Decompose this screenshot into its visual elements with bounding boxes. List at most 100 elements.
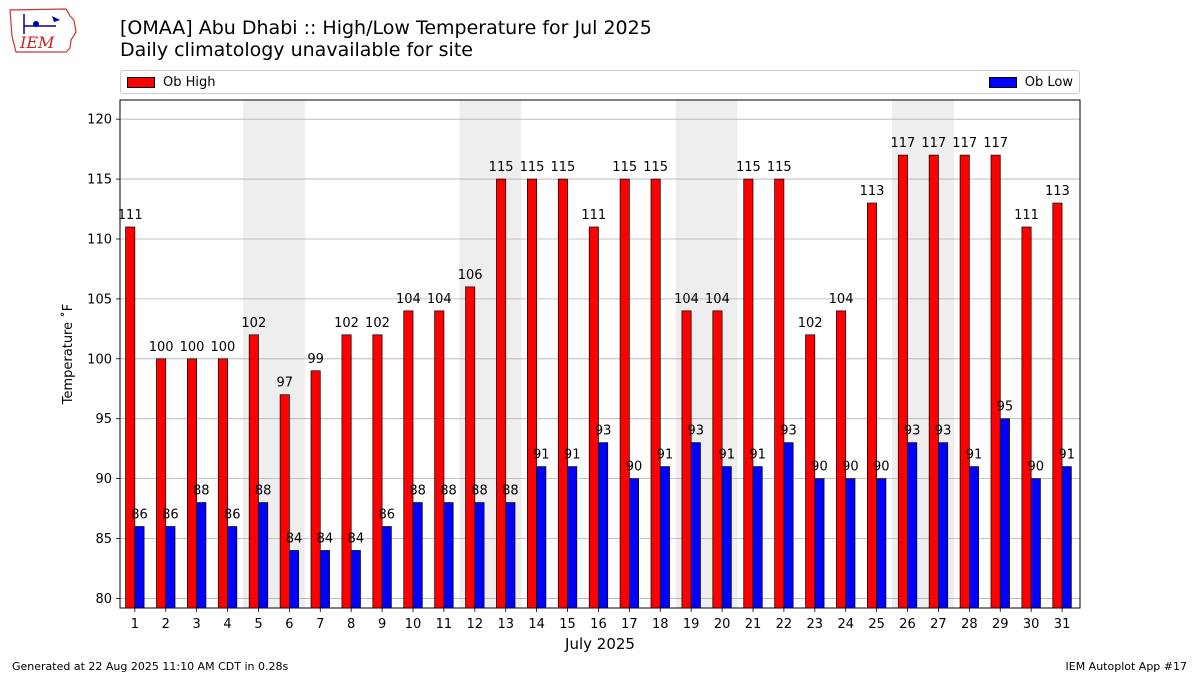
- bar-low: [845, 478, 856, 609]
- bar-low: [474, 502, 485, 609]
- y-tick-label: 115: [87, 173, 112, 188]
- bar-high: [465, 286, 476, 609]
- bar-low: [999, 418, 1010, 609]
- data-label-low: 91: [718, 448, 735, 463]
- data-label-high: 111: [118, 208, 143, 223]
- bar-low: [381, 526, 392, 609]
- data-label-high: 100: [149, 340, 174, 355]
- data-label-low: 90: [873, 460, 890, 475]
- data-label-high: 102: [241, 316, 266, 331]
- bar-low: [876, 478, 887, 609]
- data-label-low: 88: [471, 484, 488, 499]
- data-label-low: 91: [533, 448, 550, 463]
- data-label-high: 100: [211, 340, 236, 355]
- data-label-high: 104: [427, 292, 452, 307]
- data-label-high: 117: [921, 136, 946, 151]
- bar-low: [907, 442, 918, 609]
- x-tick-label: 31: [1054, 617, 1071, 632]
- data-label-high: 115: [643, 160, 668, 175]
- bar-low: [629, 478, 639, 609]
- bar-high: [619, 178, 630, 609]
- x-tick-label: 3: [193, 617, 201, 632]
- bar-high: [372, 334, 383, 609]
- data-label-low: 93: [595, 424, 612, 439]
- x-tick-label: 14: [528, 617, 545, 632]
- x-tick-label: 10: [405, 617, 422, 632]
- x-tick-label: 28: [961, 617, 978, 632]
- bar-low: [721, 466, 732, 609]
- y-tick-label: 80: [95, 592, 112, 607]
- bar-low: [196, 502, 207, 609]
- x-tick-label: 11: [436, 617, 453, 632]
- data-label-low: 88: [440, 484, 457, 499]
- x-tick-label: 6: [285, 617, 293, 632]
- x-axis-label: July 2025: [564, 635, 635, 653]
- bar-high: [217, 358, 228, 609]
- data-label-low: 93: [904, 424, 921, 439]
- bar-low: [505, 502, 516, 609]
- data-label-low: 93: [688, 424, 705, 439]
- bar-high: [125, 226, 136, 609]
- data-label-low: 86: [224, 508, 241, 523]
- x-tick-label: 5: [254, 617, 262, 632]
- bar-high: [959, 154, 970, 609]
- data-label-high: 104: [674, 292, 699, 307]
- data-label-low: 84: [286, 531, 303, 546]
- x-tick-label: 30: [1023, 617, 1040, 632]
- legend-item-low: Ob Low: [988, 75, 1073, 90]
- x-tick-label: 9: [378, 617, 386, 632]
- data-label-high: 113: [1045, 184, 1070, 199]
- bar-low: [783, 442, 794, 609]
- data-label-low: 90: [811, 460, 828, 475]
- bar-high: [650, 178, 661, 609]
- x-tick-label: 27: [930, 617, 947, 632]
- x-tick-label: 22: [776, 617, 793, 632]
- bar-high: [527, 178, 537, 609]
- bar-high: [588, 226, 599, 609]
- x-tick-label: 13: [497, 617, 514, 632]
- data-label-high: 113: [860, 184, 885, 199]
- x-tick-label: 18: [652, 617, 669, 632]
- bar-low: [938, 442, 949, 609]
- legend-label-low: Ob Low: [1024, 75, 1073, 90]
- data-label-high: 115: [736, 160, 761, 175]
- plot-frame: [119, 99, 1081, 609]
- x-tick-label: 1: [131, 617, 139, 632]
- bar-high: [743, 178, 754, 609]
- title-line-2: Daily climatology unavailable for site: [120, 39, 473, 61]
- bar-low: [968, 466, 979, 609]
- data-label-high: 106: [458, 268, 483, 283]
- data-label-low: 90: [626, 460, 643, 475]
- bar-high: [496, 178, 507, 609]
- bar-high: [248, 334, 259, 609]
- x-tick-label: 21: [745, 617, 762, 632]
- data-label-high: 104: [396, 292, 421, 307]
- data-label-high: 102: [334, 316, 359, 331]
- legend-swatch-high: [127, 77, 155, 88]
- bar-low: [1030, 478, 1041, 609]
- bar-low: [350, 550, 361, 609]
- x-tick-label: 17: [621, 617, 638, 632]
- bar-high: [279, 394, 290, 609]
- bar-high: [434, 310, 445, 609]
- y-tick-label: 90: [95, 472, 112, 487]
- data-label-high: 99: [307, 352, 324, 367]
- bar-low: [412, 502, 423, 609]
- bar-low: [752, 466, 763, 609]
- x-tick-label: 24: [837, 617, 854, 632]
- x-tick-label: 15: [559, 617, 576, 632]
- x-tick-label: 29: [992, 617, 1009, 632]
- bar-high: [1052, 202, 1063, 609]
- x-tick-label: 19: [683, 617, 700, 632]
- data-label-low: 86: [378, 508, 395, 523]
- bar-high: [897, 154, 908, 609]
- bar-high: [774, 178, 785, 609]
- data-label-low: 91: [657, 448, 674, 463]
- y-tick-label: 85: [95, 532, 112, 547]
- data-label-high: 102: [798, 316, 823, 331]
- data-label-high: 97: [276, 376, 293, 391]
- bar-low: [690, 442, 701, 609]
- data-label-high: 104: [829, 292, 854, 307]
- x-tick-label: 12: [467, 617, 484, 632]
